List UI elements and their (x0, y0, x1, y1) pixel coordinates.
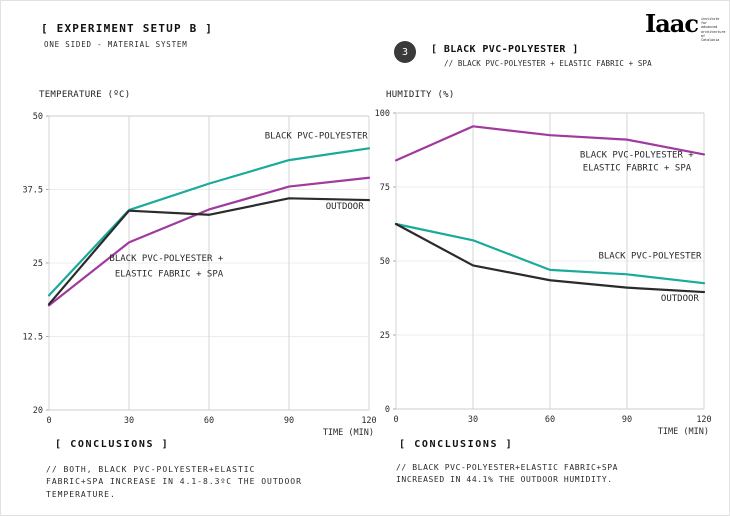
svg-text:ELASTIC FABRIC + SPA: ELASTIC FABRIC + SPA (115, 270, 224, 280)
iaac-tagline-line: advanced (700, 25, 718, 30)
iaac-tagline-line: architecture (700, 29, 726, 34)
svg-text:25: 25 (33, 259, 43, 269)
svg-text:30: 30 (468, 415, 478, 425)
experiment-title: [ BLACK PVC-POLYESTER ] (431, 44, 579, 55)
svg-text:60: 60 (204, 416, 214, 426)
svg-text:50: 50 (380, 257, 390, 267)
conclusion-line: TEMPERATURE. (46, 489, 116, 499)
svg-text:90: 90 (284, 416, 294, 426)
svg-text:25: 25 (380, 331, 390, 341)
iaac-tagline-line: institute for (700, 17, 720, 26)
svg-text:12.5: 12.5 (23, 333, 43, 343)
conclusion-line: INCREASED IN 44.1% THE OUTDOOR HUMIDITY. (396, 475, 613, 485)
conclusions-left-heading: [ CONCLUSIONS ] (55, 439, 170, 450)
svg-text:0: 0 (393, 415, 398, 425)
conclusion-line: FABRIC+SPA INCREASE IN 4.1-8.3ºC THE OUT… (46, 477, 302, 487)
iaac-wordmark: Iaac (645, 9, 699, 38)
svg-text:BLACK PVC-POLYESTER +: BLACK PVC-POLYESTER + (580, 150, 694, 160)
svg-text:TIME (MIN): TIME (MIN) (323, 428, 374, 438)
svg-text:30: 30 (124, 416, 134, 426)
svg-text:100: 100 (375, 109, 390, 119)
svg-text:BLACK PVC-POLYESTER +: BLACK PVC-POLYESTER + (109, 254, 223, 264)
svg-text:20: 20 (33, 406, 43, 416)
svg-text:TIME (MIN): TIME (MIN) (658, 427, 709, 437)
conclusion-line: // BLACK PVC-POLYESTER+ELASTIC FABRIC+SP… (396, 463, 619, 472)
svg-text:ELASTIC FABRIC + SPA: ELASTIC FABRIC + SPA (583, 164, 692, 174)
experiment-subtitle: // BLACK PVC-POLYESTER + ELASTIC FABRIC … (444, 59, 652, 68)
svg-text:37.5: 37.5 (23, 186, 43, 196)
iaac-logo: Iaac institute for advanced architecture… (645, 9, 726, 43)
iaac-tagline-line: of Catalonia (700, 33, 720, 43)
humidity-chart: 100 75 50 25 00 30 60 90 120 TIME (MIN) BLACK PVC-… (375, 109, 712, 437)
svg-text:0: 0 (46, 416, 51, 426)
experiment-number: 3 (401, 46, 409, 58)
svg-text:0: 0 (385, 405, 390, 415)
temperature-chart: 50 37.5 25 12.5 200 30 60 90 120 TIME (MIN) BLACK … (23, 112, 377, 438)
svg-text:50: 50 (33, 112, 43, 122)
humidity-chart-title: HUMIDITY (%) (386, 90, 455, 100)
temperature-chart-title: TEMPERATURE (ºC) (39, 90, 131, 100)
svg-text:120: 120 (361, 416, 376, 426)
conclusion-line: // BOTH, BLACK PVC-POLYESTER+ELASTIC (46, 465, 256, 474)
svg-text:120: 120 (696, 415, 711, 425)
svg-text:60: 60 (545, 415, 555, 425)
svg-text:OUTDOOR: OUTDOOR (661, 294, 700, 304)
svg-text:BLACK PVC-POLYESTER: BLACK PVC-POLYESTER (598, 252, 702, 262)
conclusions-left-body: // BOTH, BLACK PVC-POLYESTER+ELASTIC FAB… (46, 464, 302, 501)
svg-text:75: 75 (380, 183, 390, 193)
conclusions-right-heading: [ CONCLUSIONS ] (399, 439, 514, 450)
experiment-number-badge: 3 (394, 41, 416, 63)
conclusions-right-body: // BLACK PVC-POLYESTER+ELASTIC FABRIC+SP… (396, 462, 618, 487)
svg-text:BLACK PVC-POLYESTER: BLACK PVC-POLYESTER (265, 131, 369, 141)
experiment-setup-title: [ EXPERIMENT SETUP B ] (41, 22, 214, 35)
experiment-setup-subtitle: ONE SIDED - MATERIAL SYSTEM (44, 40, 188, 49)
svg-text:90: 90 (622, 415, 632, 425)
svg-text:OUTDOOR: OUTDOOR (326, 202, 365, 212)
iaac-tagline: institute for advanced architecture of C… (700, 13, 726, 43)
